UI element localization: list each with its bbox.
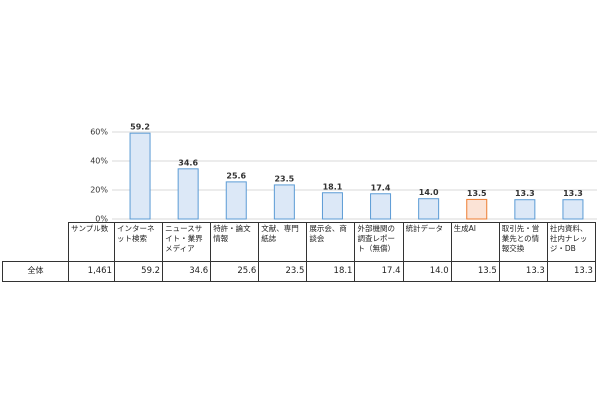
value-cell: 13.5 bbox=[450, 261, 500, 282]
y-tick-label: 0% bbox=[95, 215, 108, 223]
y-tick-label: 60% bbox=[90, 128, 108, 137]
value-cell: 13.3 bbox=[498, 261, 548, 282]
value-cell: 59.2 bbox=[113, 261, 164, 282]
category-header: インターネット検索 bbox=[113, 222, 164, 262]
category-header: ニュースサイト・業界メディア bbox=[162, 222, 212, 262]
value-label: 34.6 bbox=[178, 158, 198, 167]
value-label: 59.2 bbox=[130, 123, 150, 132]
category-header: 文献、専門紙誌 bbox=[258, 222, 308, 262]
value-label: 14.0 bbox=[419, 188, 439, 197]
value-cell: 18.1 bbox=[306, 261, 356, 282]
category-header: 特許・論文情報 bbox=[210, 222, 260, 262]
bar bbox=[129, 132, 151, 220]
category-header: 外部機関の調査レポート（無償） bbox=[354, 222, 404, 262]
bar bbox=[273, 184, 295, 220]
value-label: 13.3 bbox=[563, 189, 583, 198]
value-label: 17.4 bbox=[371, 183, 391, 192]
value-cell: 17.4 bbox=[354, 261, 404, 282]
value-label: 23.5 bbox=[274, 174, 294, 183]
category-header: 展示会、商談会 bbox=[306, 222, 356, 262]
category-header: 生成AI bbox=[450, 222, 500, 262]
value-label: 18.1 bbox=[323, 182, 343, 191]
bar bbox=[321, 192, 343, 220]
header-row: サンプル数 インターネット検索 ニュースサイト・業界メディア 特許・論文情報 文献、専… bbox=[3, 222, 596, 262]
data-table: サンプル数 インターネット検索 ニュースサイト・業界メディア 特許・論文情報 文献、専… bbox=[2, 222, 596, 282]
bar bbox=[562, 199, 584, 220]
value-cell: 23.5 bbox=[258, 261, 308, 282]
value-cell: 25.6 bbox=[210, 261, 260, 282]
bar bbox=[466, 198, 488, 220]
value-label: 25.6 bbox=[226, 171, 246, 180]
category-header: 統計データ bbox=[402, 222, 452, 262]
value-cell: 13.3 bbox=[546, 261, 596, 282]
bar bbox=[418, 198, 440, 220]
category-header: 社内資料、社内ナレッジ・DB bbox=[546, 222, 596, 262]
bar bbox=[177, 168, 199, 220]
value-label: 13.5 bbox=[467, 189, 487, 198]
sample-size: 1,461 bbox=[68, 261, 115, 282]
blank-cell bbox=[3, 223, 69, 262]
value-cell: 14.0 bbox=[402, 261, 452, 282]
y-tick-label: 40% bbox=[90, 157, 108, 166]
row-label: 全体 bbox=[2, 261, 69, 282]
chart: 0% 20% 40% 60% 59.2 34.6 25.6 23.5 18.1 17.4 14.0 1… bbox=[90, 123, 597, 223]
y-tick-label: 20% bbox=[90, 186, 108, 195]
value-label: 13.3 bbox=[515, 189, 535, 198]
value-cell: 34.6 bbox=[162, 261, 212, 282]
sample-header: サンプル数 bbox=[68, 222, 115, 262]
bar bbox=[514, 199, 536, 220]
bar bbox=[225, 181, 247, 220]
bar bbox=[370, 193, 392, 220]
data-row: 全体 1,461 59.2 34.6 25.6 23.5 18.1 17.4 14.0 13.… bbox=[2, 261, 596, 282]
category-header: 取引先・営業先との情報交換 bbox=[498, 222, 548, 262]
